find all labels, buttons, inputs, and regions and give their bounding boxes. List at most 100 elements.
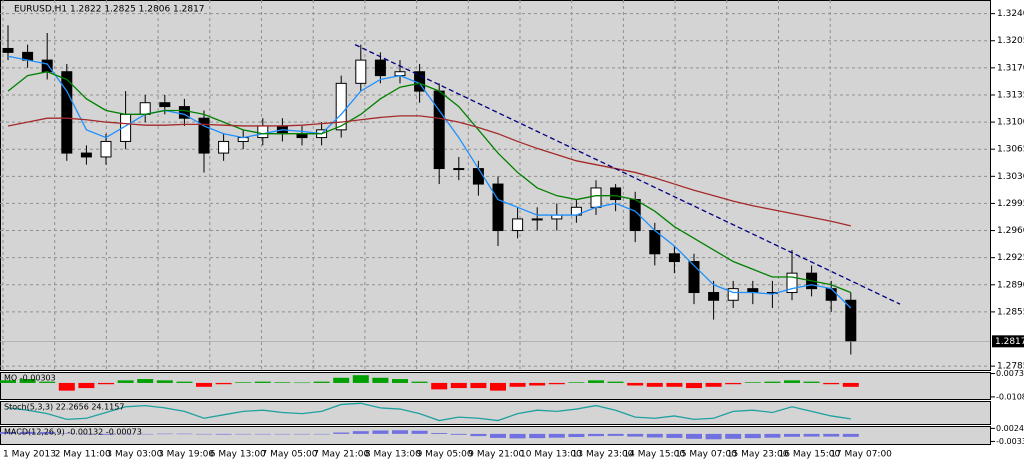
histogram-bar: [333, 432, 350, 434]
x-tick-label: 15 May 23:00: [727, 450, 789, 460]
histogram-bar: [744, 382, 761, 383]
histogram-bar: [823, 433, 840, 437]
histogram-bar: [19, 379, 36, 383]
candle-body: [41, 59, 53, 73]
histogram-bar: [490, 382, 506, 391]
histogram-bar: [568, 433, 585, 438]
histogram-bar: [274, 433, 291, 435]
candle-body: [257, 125, 269, 139]
histogram-bar: [235, 382, 252, 383]
candle-body: [198, 117, 210, 154]
histogram-bar: [588, 380, 604, 383]
histogram-bar: [627, 382, 644, 386]
histogram-bar: [744, 433, 761, 439]
histogram-bar: [352, 431, 369, 434]
histogram-bar: [98, 382, 114, 385]
x-tick-label: 8 May 13:00: [365, 450, 421, 460]
histogram-bar: [607, 433, 624, 436]
histogram-bar: [548, 382, 565, 385]
histogram-bar: [529, 433, 546, 439]
y-tick-label: 0.00245: [996, 424, 1024, 433]
histogram-bar: [666, 433, 683, 438]
stoch-pane: [0, 401, 991, 425]
candle-body: [531, 218, 543, 221]
x-tick-label: 15 May 07:00: [675, 450, 737, 460]
candle-body: [668, 253, 680, 263]
candle-body: [374, 59, 386, 77]
histogram-bar: [509, 433, 526, 439]
candle-body: [590, 187, 602, 208]
candle-body: [159, 102, 171, 108]
histogram-bar: [784, 433, 800, 437]
histogram-bar: [764, 381, 781, 383]
x-tick-label: 2 May 11:00: [55, 450, 111, 460]
histogram-bar: [705, 433, 722, 440]
x-tick-label: 7 May 21:00: [313, 450, 369, 460]
histogram-bar: [784, 380, 800, 383]
histogram-bar: [568, 382, 585, 383]
histogram-bar: [803, 381, 820, 383]
y-tick-label: 1.2855: [997, 307, 1024, 317]
candle-body: [688, 261, 700, 294]
histogram-bar: [431, 432, 448, 434]
last-price-box: [992, 335, 1024, 348]
candle-body: [492, 183, 504, 232]
y-tick-label: 1.2960: [997, 226, 1024, 236]
histogram-bar: [215, 382, 232, 385]
histogram-bar: [294, 382, 310, 384]
histogram-bar: [588, 433, 604, 437]
histogram-bar: [529, 382, 546, 386]
histogram-bar: [646, 433, 663, 438]
histogram-bar: [842, 433, 859, 437]
histogram-bar: [58, 433, 75, 434]
histogram-bar: [842, 382, 859, 387]
histogram-bar: [196, 382, 212, 387]
candle-body: [512, 218, 524, 232]
histogram-bar: [313, 433, 330, 435]
indicator-title: MACD(12,26,9) -0.00132 -0.00073: [4, 428, 142, 437]
histogram-bar: [176, 381, 193, 383]
y-tick-label: 1.3135: [997, 90, 1024, 100]
histogram-bar: [803, 433, 820, 437]
x-tick-label: 6 May 13:00: [210, 450, 266, 460]
histogram-bar: [196, 433, 212, 435]
moving-average: [7, 115, 851, 227]
histogram-bar: [411, 430, 428, 434]
y-tick-label: 1.2925: [997, 253, 1024, 263]
x-tick-label: 9 May 21:00: [468, 450, 524, 460]
histogram-bar: [646, 382, 663, 387]
histogram-bar: [764, 433, 781, 438]
y-tick-label: -0.00336: [996, 437, 1024, 446]
histogram-bar: [176, 433, 193, 435]
histogram-bar: [294, 433, 310, 435]
candle-body: [61, 71, 73, 154]
histogram-bar: [274, 382, 291, 383]
histogram-bar: [333, 377, 350, 383]
histogram-bar: [431, 382, 448, 390]
y-tick-label: 1.3170: [997, 63, 1024, 73]
y-tick-label: 1.2995: [997, 199, 1024, 209]
x-tick-label: 3 May 19:00: [158, 450, 214, 460]
candle-body: [727, 288, 739, 301]
y-tick-label: -0.01087: [996, 392, 1024, 401]
candle-body: [610, 187, 622, 201]
histogram-bar: [254, 433, 271, 435]
candle-body: [218, 140, 230, 154]
candle-body: [825, 288, 837, 301]
histogram-bar: [19, 431, 36, 434]
histogram-bar: [78, 433, 95, 435]
x-tick-label: 13 May 23:00: [572, 450, 634, 460]
histogram-bar: [666, 382, 683, 387]
candle-body: [845, 299, 857, 342]
y-tick-label: 1.2785: [997, 362, 1024, 372]
histogram-bar: [215, 433, 232, 435]
y-tick-label: 1.3240: [997, 9, 1024, 19]
x-tick-label: 1 May 2013: [3, 450, 56, 460]
candle-body: [178, 106, 190, 119]
histogram-bar: [509, 382, 526, 387]
x-tick-label: 9 May 05:00: [417, 450, 473, 460]
histogram-bar: [450, 382, 467, 389]
candle-body: [786, 272, 798, 294]
histogram-bar: [490, 433, 506, 438]
candle-body: [100, 140, 112, 158]
